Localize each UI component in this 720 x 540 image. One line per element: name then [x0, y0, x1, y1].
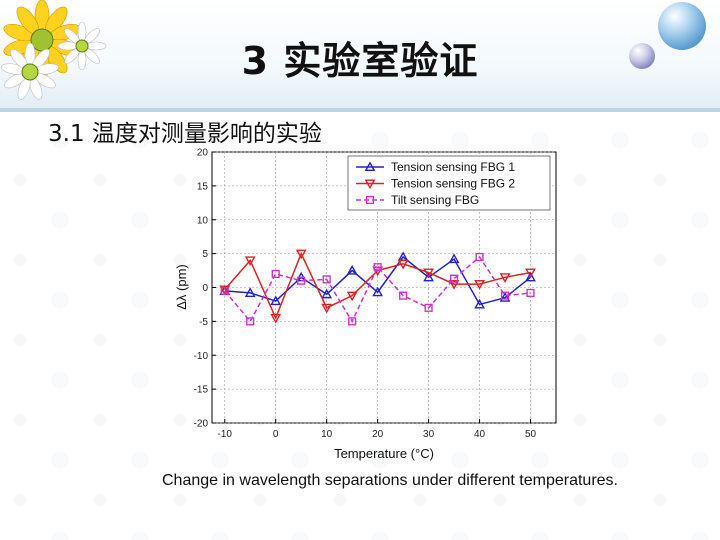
data-point	[423, 271, 434, 282]
legend-label: Tension sensing FBG 2	[391, 177, 515, 191]
y-tick-label: -10	[194, 351, 209, 362]
y-tick-label: 20	[197, 148, 209, 159]
legend-swatch-marker	[365, 195, 375, 205]
data-point	[244, 287, 256, 297]
data-point	[220, 286, 229, 295]
data-point	[500, 291, 510, 300]
data-point	[348, 317, 357, 326]
legend-entry: Tension sensing FBG 2	[356, 177, 515, 191]
data-point	[297, 276, 306, 285]
data-point	[322, 275, 331, 284]
data-point	[475, 252, 484, 262]
data-point	[295, 249, 307, 260]
series-layer	[219, 249, 536, 326]
chart-caption: Change in wavelength separations under d…	[162, 472, 618, 489]
slide-subtitle: 3.1 温度对测量影响的实验	[48, 121, 322, 147]
data-point	[448, 280, 460, 290]
x-axis-label: Temperature (°C)	[334, 446, 434, 461]
grid-lines	[212, 151, 556, 424]
data-point	[424, 303, 433, 312]
x-tick-label: 0	[273, 429, 279, 440]
x-tick-label: 30	[423, 429, 435, 440]
data-point	[397, 259, 409, 270]
daisy-decoration-icon	[1, 0, 107, 100]
data-point	[271, 269, 280, 279]
y-tick-label: 10	[197, 215, 209, 226]
axis-ticks: -10 0 10 20 30 40 50 -20 -15 -10 -5 0 5 10 15 20	[194, 148, 537, 441]
data-point	[526, 288, 535, 298]
data-point	[244, 256, 256, 267]
slide-title: 3 实验室验证	[241, 39, 479, 83]
data-point	[525, 268, 536, 279]
legend-entry: Tilt sensing FBG	[356, 193, 479, 207]
data-point	[346, 291, 358, 302]
data-point	[346, 264, 358, 275]
x-tick-label: 20	[372, 429, 384, 440]
y-tick-label: 0	[202, 283, 208, 294]
series-line	[224, 255, 531, 323]
data-point	[246, 317, 255, 326]
y-tick-label: 15	[197, 181, 209, 192]
legend-swatch-marker	[364, 179, 376, 190]
data-point	[525, 271, 536, 282]
data-point	[321, 303, 333, 314]
data-point	[448, 253, 460, 264]
legend-label: Tension sensing FBG 1	[391, 160, 515, 174]
series-line	[224, 255, 531, 306]
x-tick-label: -10	[218, 429, 233, 440]
y-tick-label: 5	[202, 249, 208, 260]
data-point	[372, 286, 384, 297]
y-tick-label: -5	[199, 317, 208, 328]
legend: Tension sensing FBG 1 Tension sensing FBG…	[347, 155, 551, 211]
data-point	[499, 292, 511, 302]
x-tick-label: 50	[525, 429, 537, 440]
data-point	[270, 295, 282, 306]
series-3	[220, 252, 535, 326]
line-chart: -10 0 10 20 30 40 50 -20 -15 -10 -5 0 5 10 15 20 Temper…	[174, 148, 557, 461]
data-point	[474, 298, 485, 309]
data-point	[399, 291, 408, 300]
legend-swatch-marker	[364, 161, 376, 172]
legend-label: Tilt sensing FBG	[391, 193, 479, 207]
data-point	[474, 280, 485, 290]
data-point	[373, 263, 382, 272]
y-tick-label: -20	[194, 419, 209, 430]
data-point	[321, 288, 333, 299]
data-point	[499, 273, 511, 283]
x-tick-label: 10	[321, 429, 333, 440]
legend-entry: Tension sensing FBG 1	[356, 160, 515, 174]
y-tick-label: -15	[194, 385, 209, 396]
header-bar	[0, 0, 720, 112]
data-point	[423, 268, 434, 279]
data-point	[449, 274, 459, 283]
data-point	[270, 313, 282, 324]
bubbles-decoration-icon	[629, 2, 706, 69]
x-tick-label: 40	[474, 429, 486, 440]
y-axis-label: Δλ (pm)	[174, 264, 189, 310]
data-point	[219, 285, 231, 296]
